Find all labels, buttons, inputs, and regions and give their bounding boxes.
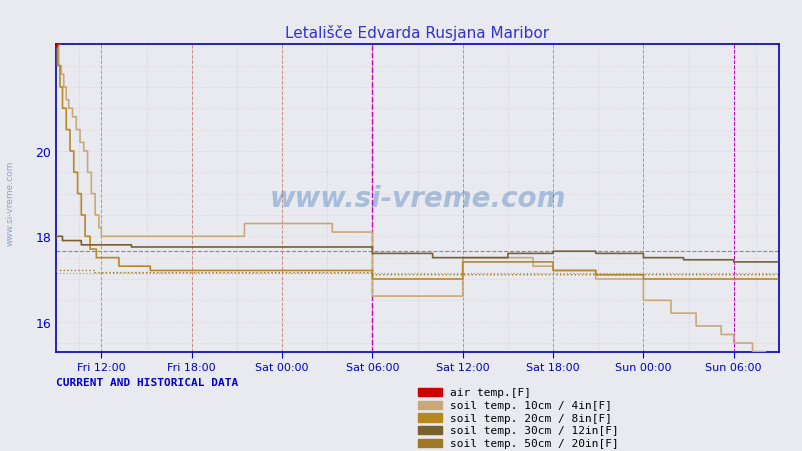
Text: soil temp. 20cm / 8in[F]: soil temp. 20cm / 8in[F] xyxy=(449,413,611,423)
Text: soil temp. 50cm / 20in[F]: soil temp. 50cm / 20in[F] xyxy=(449,438,618,448)
Text: air temp.[F]: air temp.[F] xyxy=(449,387,530,397)
Title: Letališče Edvarda Rusjana Maribor: Letališče Edvarda Rusjana Maribor xyxy=(286,25,549,41)
Text: CURRENT AND HISTORICAL DATA: CURRENT AND HISTORICAL DATA xyxy=(56,377,238,387)
Text: www.si-vreme.com: www.si-vreme.com xyxy=(269,184,565,212)
Text: www.si-vreme.com: www.si-vreme.com xyxy=(5,161,14,245)
Text: soil temp. 10cm / 4in[F]: soil temp. 10cm / 4in[F] xyxy=(449,400,611,410)
Text: soil temp. 30cm / 12in[F]: soil temp. 30cm / 12in[F] xyxy=(449,425,618,435)
